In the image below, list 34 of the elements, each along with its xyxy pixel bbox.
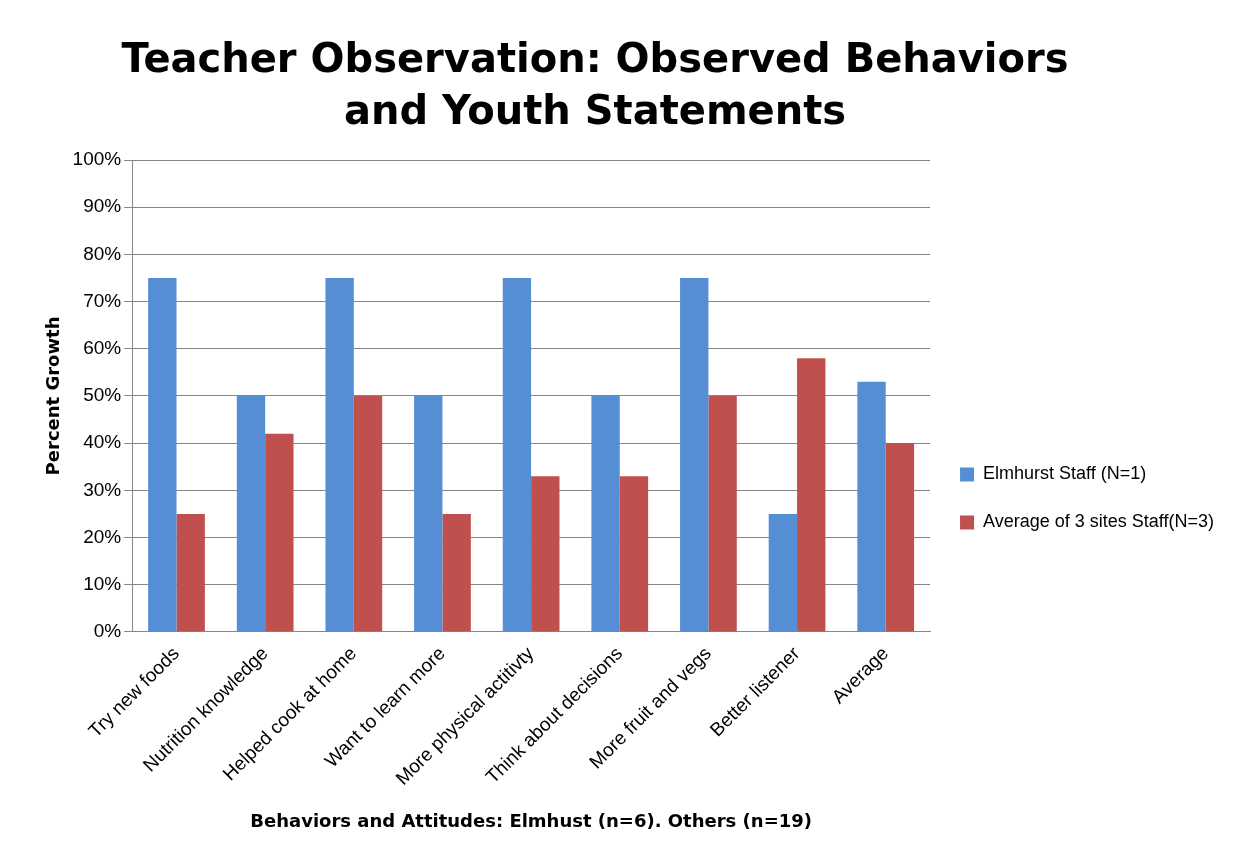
legend-label: Elmhurst Staff (N=1): [983, 463, 1147, 484]
bar: [797, 358, 826, 632]
bar: [442, 513, 471, 632]
bar: [768, 513, 798, 632]
y-tick-label: 0%: [93, 620, 122, 642]
y-tick-label: 50%: [83, 384, 122, 406]
bar: [708, 395, 737, 632]
y-tick-label: 80%: [83, 242, 122, 264]
legend-label: Average of 3 sites Staff(N=3): [983, 511, 1215, 532]
bar: [265, 433, 294, 632]
x-axis-title: Behaviors and Attitudes: Elmhust (n=6). Others (n=19): [250, 809, 812, 831]
bar: [680, 277, 709, 632]
y-tick-label: 20%: [83, 525, 122, 547]
bar: [353, 395, 383, 632]
y-axis-title: Percent Growth: [42, 316, 64, 476]
bar: [176, 513, 205, 632]
bar: [857, 381, 886, 632]
bar: [531, 476, 560, 632]
y-tick-label: 30%: [83, 478, 122, 500]
y-tick-label: 60%: [83, 336, 122, 358]
y-tick-label: 70%: [83, 289, 122, 311]
bar: [502, 277, 532, 632]
chart-title: Teacher Observation: Observed Behaviors and Youth Statements: [120, 34, 1070, 135]
bar: [148, 277, 177, 632]
y-tick-label: 90%: [83, 195, 122, 217]
y-tick-label: 40%: [83, 431, 122, 453]
bar: [591, 395, 620, 632]
bar: [236, 395, 266, 632]
bar: [885, 443, 915, 632]
y-tick-label: 100%: [72, 148, 122, 170]
y-tick-label: 10%: [83, 572, 122, 594]
bar: [414, 395, 443, 632]
bar: [619, 476, 649, 632]
bar: [325, 277, 354, 632]
